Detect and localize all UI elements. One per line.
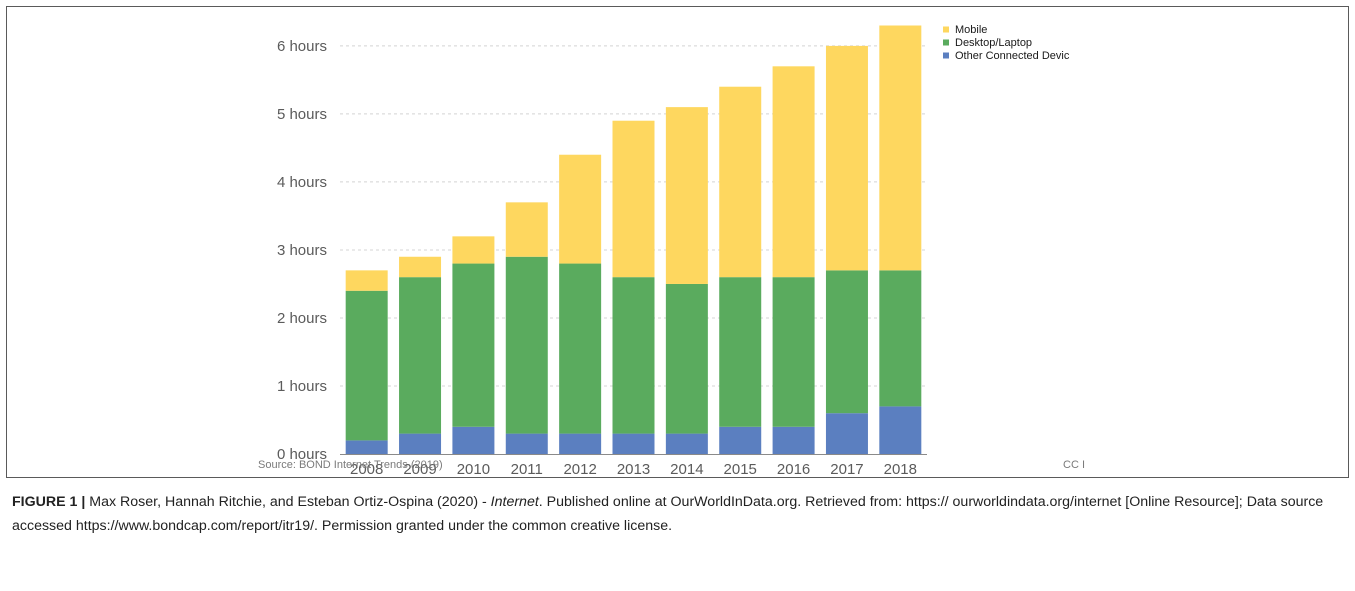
y-tick-label: 5 hours <box>277 106 327 123</box>
bar-2014-0 <box>665 433 708 454</box>
x-tick-label: 2016 <box>777 461 810 478</box>
bar-2008-1 <box>345 290 388 441</box>
bar-2012-2 <box>559 154 602 264</box>
bar-2010-2 <box>452 236 495 264</box>
bar-2008-0 <box>345 440 388 454</box>
caption-text-before: Max Roser, Hannah Ritchie, and Esteban O… <box>85 494 491 510</box>
caption-italic-title: Internet <box>490 494 539 510</box>
bar-2017-1 <box>825 270 868 414</box>
figure-frame <box>6 6 1349 478</box>
bar-2015-1 <box>719 277 762 427</box>
x-tick-label: 2017 <box>830 461 863 478</box>
bar-2013-2 <box>612 120 655 278</box>
legend-swatch-2 <box>943 52 949 59</box>
bars <box>345 25 922 454</box>
bar-2016-2 <box>772 66 815 278</box>
y-axis-ticks: 0 hours 1 hours 2 hours 3 hours 4 hours 5 hou… <box>277 38 327 463</box>
bar-2009-2 <box>399 256 442 278</box>
bar-2009-0 <box>399 433 442 454</box>
bar-2012-1 <box>559 263 602 434</box>
bar-2018-0 <box>879 406 922 454</box>
y-tick-label: 6 hours <box>277 38 327 55</box>
bar-2010-1 <box>452 263 495 427</box>
bar-2013-0 <box>612 433 655 454</box>
y-tick-label: 2 hours <box>277 310 327 327</box>
x-tick-label: 2014 <box>670 461 703 478</box>
bar-2008-2 <box>345 270 388 291</box>
bar-2010-0 <box>452 426 495 454</box>
license-note: CC I <box>1063 459 1085 471</box>
bar-2011-0 <box>505 433 548 454</box>
bar-2009-1 <box>399 277 442 434</box>
bar-2011-2 <box>505 202 548 257</box>
x-tick-label: 2010 <box>457 461 490 478</box>
figure-caption: FIGURE 1 | Max Roser, Hannah Ritchie, an… <box>12 490 1342 538</box>
x-tick-label: 2015 <box>724 461 757 478</box>
bar-2015-2 <box>719 86 762 278</box>
y-tick-label: 3 hours <box>277 242 327 259</box>
stacked-bar-chart: 0 hours 1 hours 2 hours 3 hours 4 hours 5 hou… <box>258 24 1085 478</box>
bar-2013-1 <box>612 277 655 434</box>
bar-2014-1 <box>665 283 708 434</box>
legend-label: Desktop/Laptop <box>955 37 1032 49</box>
legend-swatch-1 <box>943 39 949 46</box>
bar-2016-1 <box>772 277 815 427</box>
y-tick-label: 4 hours <box>277 174 327 191</box>
legend-label: Other Connected Devic <box>955 50 1070 62</box>
bar-2011-1 <box>505 256 548 434</box>
bar-2018-1 <box>879 270 922 407</box>
bar-2012-0 <box>559 433 602 454</box>
x-tick-label: 2011 <box>511 461 543 478</box>
bar-2016-0 <box>772 426 815 454</box>
x-tick-label: 2009 <box>403 461 436 478</box>
bar-2014-2 <box>665 107 708 284</box>
x-tick-label: 2012 <box>563 461 596 478</box>
bar-2018-2 <box>879 25 922 271</box>
y-tick-label: 0 hours <box>277 446 327 463</box>
bar-2017-2 <box>825 45 868 271</box>
caption-label: FIGURE 1 | <box>12 494 86 510</box>
x-tick-label: 2013 <box>617 461 650 478</box>
legend-label: Mobile <box>955 24 987 36</box>
y-tick-label: 1 hours <box>277 378 327 395</box>
source-note: Source: BOND Internet Trends (2019) <box>258 459 443 471</box>
bar-2017-0 <box>825 413 868 454</box>
legend-swatch-0 <box>943 26 949 33</box>
x-axis-ticks: 2008 2009 2010 2011 2012 2013 2014 2015 2016 2017… <box>350 461 917 478</box>
caption-text-after: . Published online at OurWorldInData.org… <box>12 494 1324 534</box>
bar-2015-0 <box>719 426 762 454</box>
x-tick-label: 2018 <box>884 461 917 478</box>
x-tick-label: 2008 <box>350 461 383 478</box>
